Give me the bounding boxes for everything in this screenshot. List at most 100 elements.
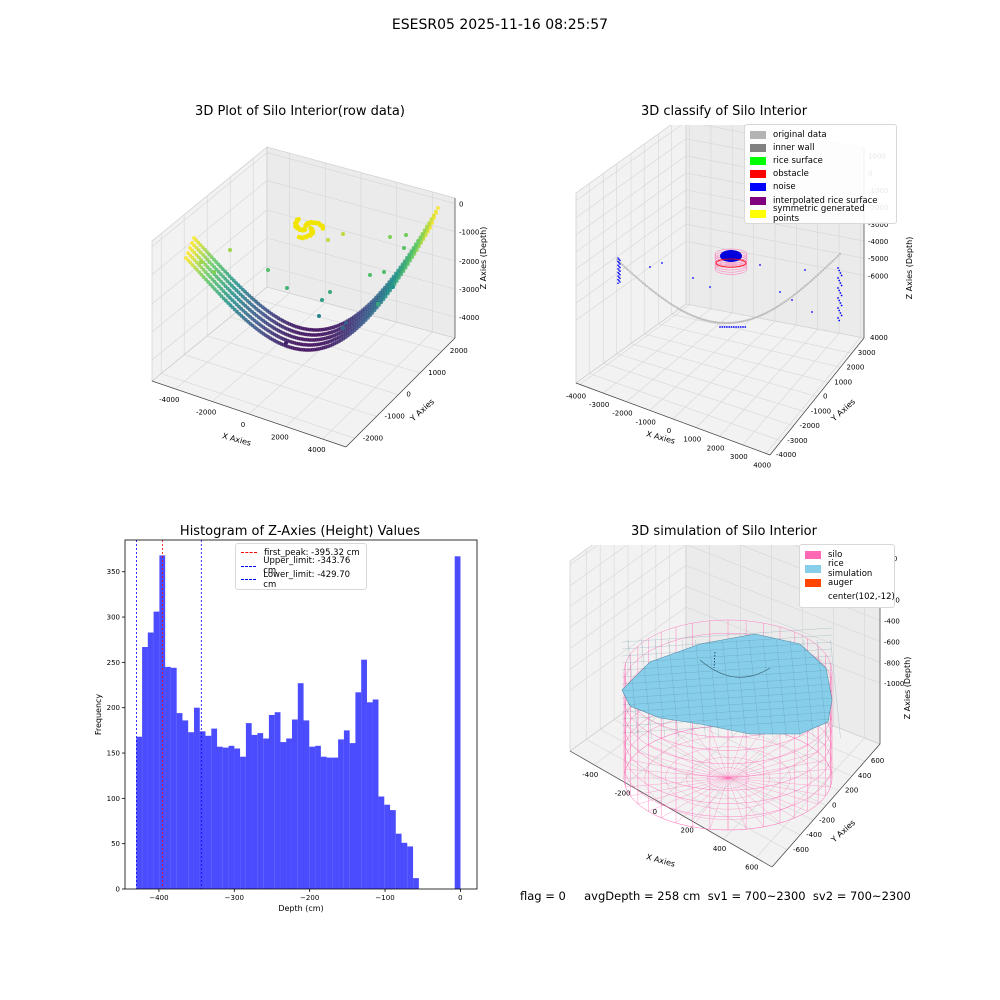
histogram-bar <box>378 796 385 889</box>
silo-floor-line <box>675 777 729 824</box>
data-point <box>409 249 414 254</box>
histogram-bar <box>355 692 362 889</box>
histogram-bar <box>315 745 321 889</box>
silo-floor-line <box>661 777 729 818</box>
data-point <box>201 275 206 280</box>
y-tick-label: -1000 <box>385 412 405 420</box>
data-point <box>436 206 440 210</box>
rice-mesh-line <box>621 662 833 678</box>
simulation-3d-plot: -400-2000200400600-600-400-2000200400600… <box>569 545 912 872</box>
histogram-bar <box>176 713 183 889</box>
rice-mesh-line <box>621 655 833 671</box>
data-point <box>838 269 841 272</box>
grid-line <box>685 303 865 339</box>
x-tick-label: 600 <box>745 864 758 872</box>
data-point <box>799 288 803 291</box>
data-point <box>666 300 669 303</box>
data-point <box>837 277 839 279</box>
data-point <box>309 230 314 235</box>
data-point <box>228 248 232 252</box>
data-point <box>431 213 436 218</box>
silo-floor-ring <box>707 767 750 789</box>
data-point <box>197 255 201 260</box>
data-point <box>811 278 814 282</box>
data-point <box>777 304 780 307</box>
data-point <box>190 241 194 245</box>
histogram-bar <box>234 748 241 889</box>
data-point <box>217 291 222 296</box>
data-point <box>615 258 619 262</box>
data-point <box>305 233 310 238</box>
grid-line <box>266 265 456 318</box>
histogram-bar <box>263 738 269 889</box>
simulation-plot-title: 3D simulation of Silo Interior <box>631 524 817 539</box>
data-point <box>398 265 403 270</box>
data-point <box>794 292 797 296</box>
data-point <box>762 313 765 316</box>
data-point <box>382 270 386 274</box>
silo-floor-line <box>727 777 781 824</box>
data-point <box>220 267 225 271</box>
z-tick-label: 0 <box>459 201 463 209</box>
data-point <box>833 258 836 261</box>
histogram-bar <box>390 810 396 889</box>
data-point <box>619 259 621 262</box>
data-point <box>649 288 652 291</box>
x-axis-line <box>569 750 773 868</box>
grid-line <box>575 206 687 287</box>
legend-line <box>241 565 257 567</box>
histogram-bar <box>367 702 373 889</box>
data-point <box>714 321 717 324</box>
grid-line <box>575 138 687 218</box>
x-tick-label: -3000 <box>589 401 609 409</box>
data-point <box>805 283 808 286</box>
data-point <box>192 258 197 262</box>
auger-marker <box>713 651 716 669</box>
y-tick-label: -1000 <box>811 408 831 416</box>
data-point <box>786 298 790 301</box>
data-point <box>385 283 389 287</box>
rice-mesh-line <box>641 639 652 739</box>
x-tick-label: -4000 <box>566 392 586 400</box>
data-point <box>735 326 737 328</box>
data-point <box>641 281 645 285</box>
data-point <box>194 245 199 250</box>
z-tick-label: -800 <box>884 659 900 667</box>
x-axis-label: X Axies <box>221 431 252 447</box>
silo-floor-line <box>630 777 729 796</box>
data-point <box>661 262 663 264</box>
histogram-bar <box>454 556 461 889</box>
data-point <box>822 268 825 271</box>
data-point <box>709 286 711 288</box>
silo-floor-line <box>637 751 729 779</box>
rice-mesh-line <box>749 639 760 739</box>
rice-mesh-line <box>627 639 639 739</box>
data-point <box>429 217 434 222</box>
silo-floor-line <box>625 768 729 779</box>
data-point <box>667 301 671 304</box>
data-point <box>740 320 743 323</box>
rice-mesh-line <box>735 639 747 739</box>
rice-mesh-line <box>621 711 833 727</box>
data-point <box>837 254 840 257</box>
legend-swatch <box>750 156 766 165</box>
grid-line <box>658 323 841 368</box>
grid-line <box>151 265 268 361</box>
silo-floor-line <box>727 728 764 779</box>
z-axis-label: Z Axies (Depth) <box>905 237 914 300</box>
data-point <box>404 233 408 237</box>
data-point <box>405 255 409 260</box>
data-point <box>703 318 706 321</box>
data-point <box>416 238 420 243</box>
data-point <box>188 246 192 250</box>
data-point <box>692 314 695 318</box>
histogram-bar <box>240 756 246 889</box>
grid-line <box>322 331 433 440</box>
silo-floor-ring <box>686 757 770 800</box>
data-point <box>636 277 639 280</box>
data-point <box>839 272 842 274</box>
data-point <box>753 316 756 319</box>
data-point <box>206 272 210 277</box>
data-point <box>199 265 204 270</box>
data-point <box>643 283 647 286</box>
